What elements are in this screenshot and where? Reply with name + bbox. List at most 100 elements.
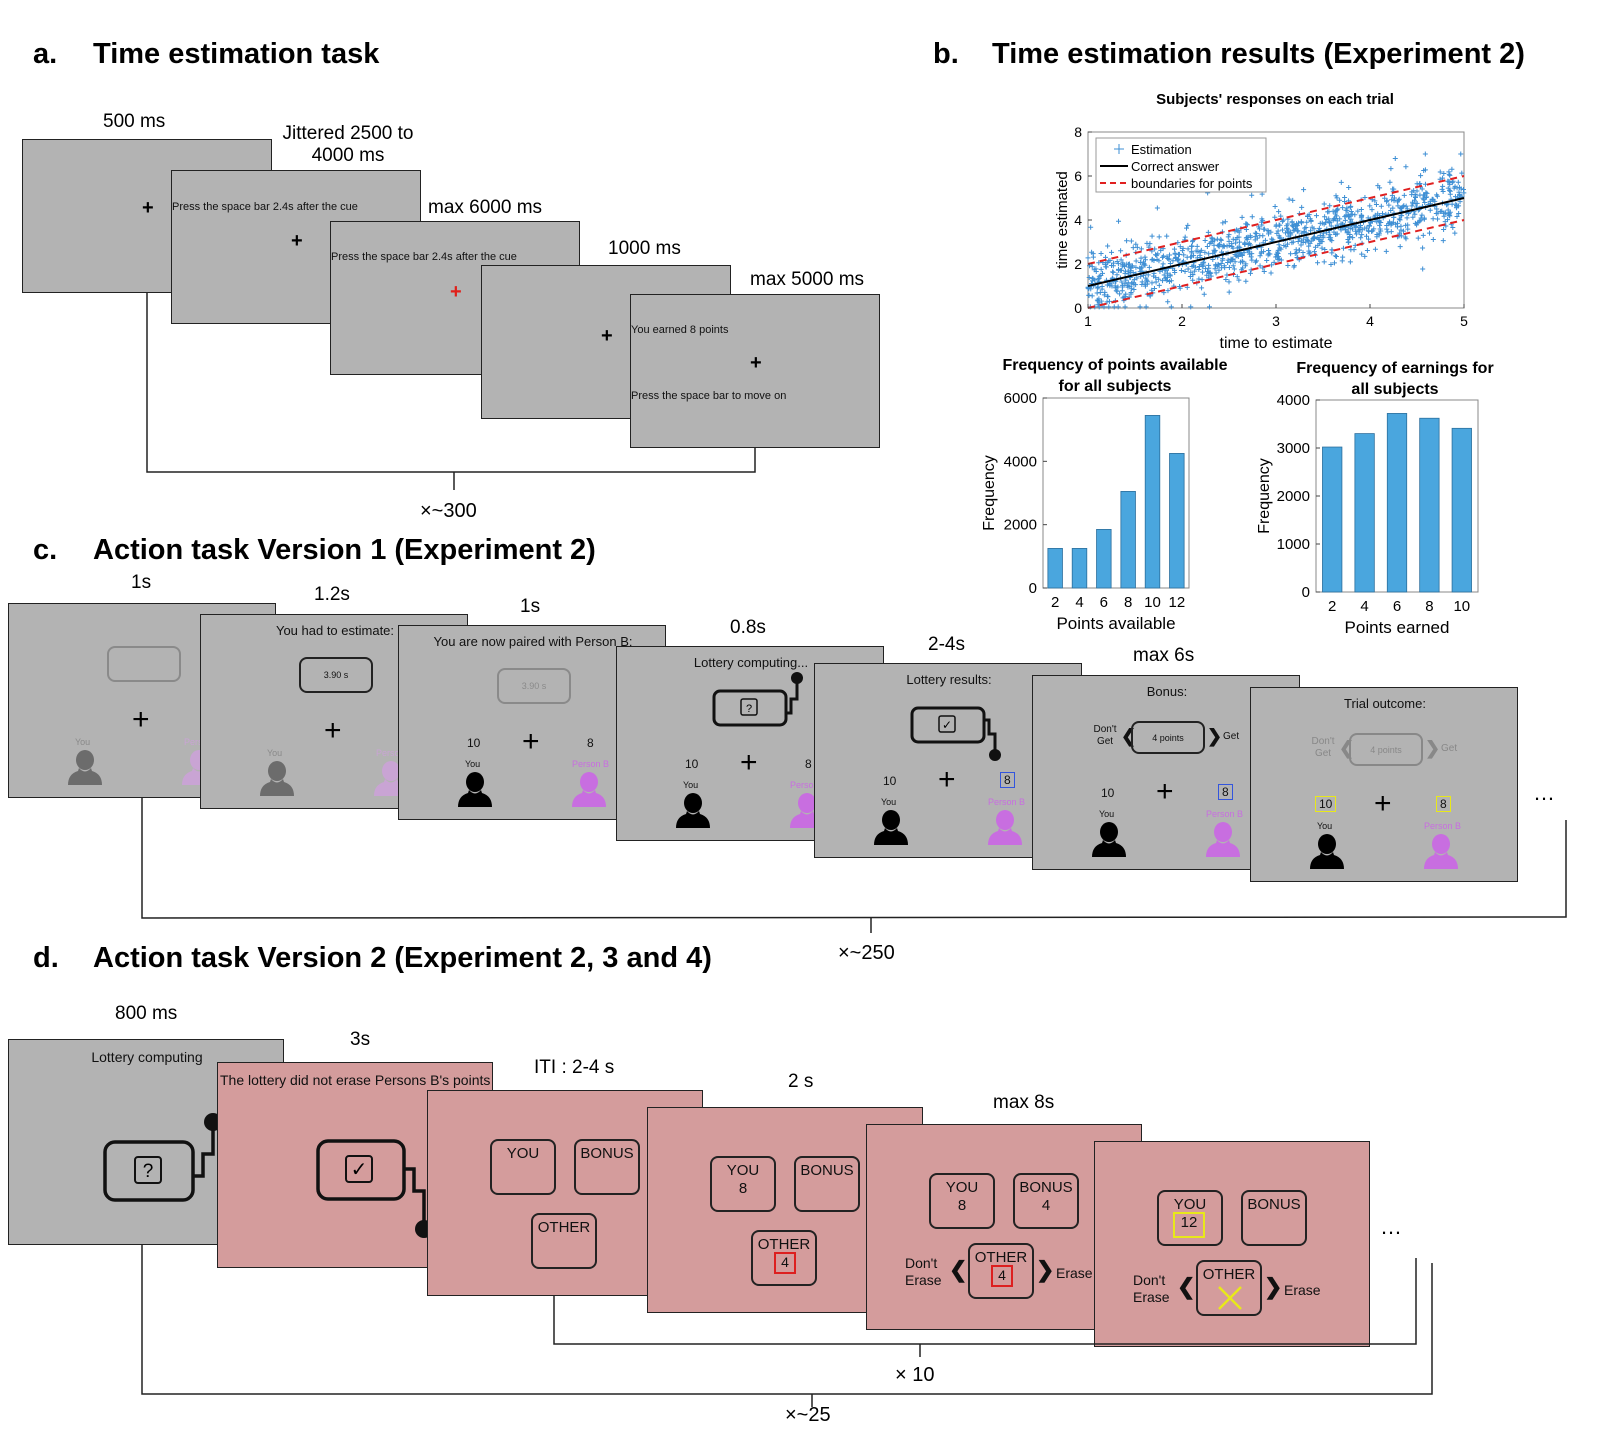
estimation-point <box>1358 235 1364 241</box>
you-label: You <box>267 748 283 758</box>
estimation-point <box>1344 230 1350 236</box>
bonus-points: 4 points <box>1370 745 1402 755</box>
estimation-point <box>1110 269 1116 275</box>
estimation-point <box>1215 243 1221 249</box>
estimation-point <box>1104 282 1110 288</box>
estimation-point <box>1201 291 1207 297</box>
estimation-point <box>1410 201 1416 207</box>
estimation-point <box>1316 236 1322 242</box>
estimation-point <box>1259 191 1265 197</box>
bar-10 <box>1451 427 1472 593</box>
estimation-point <box>1123 277 1129 283</box>
estimation-point <box>1185 246 1191 252</box>
estimation-point <box>1133 258 1139 264</box>
x-tick-label: 2 <box>1328 598 1336 615</box>
dont-get-label: Don't Get <box>1093 724 1117 747</box>
estimation-point <box>1142 281 1148 287</box>
estimation-point <box>1443 223 1449 229</box>
estimation-point <box>1243 278 1249 284</box>
estimation-point <box>1401 228 1407 234</box>
you-box: YOU 8 <box>929 1173 995 1229</box>
svg-text:?: ? <box>143 1161 154 1182</box>
estimation-point <box>1452 230 1458 236</box>
bonus-box: BONUS <box>1241 1190 1307 1246</box>
estimation-point <box>1440 238 1446 244</box>
estimation-point <box>1149 280 1155 286</box>
x-tick-label: 10 <box>1144 594 1161 611</box>
estimation-point <box>1356 227 1362 233</box>
other-value: 8 <box>587 736 594 750</box>
estimation-point <box>1401 203 1407 209</box>
estimation-point <box>1350 235 1356 241</box>
estimation-point <box>1330 208 1336 214</box>
scatter-chart: 1 2 3 4 5 0 2 4 6 8 time to estimate time estimated… <box>1054 124 1468 352</box>
estimation-point <box>1151 257 1157 263</box>
estimation-point <box>1309 224 1315 230</box>
estimation-point <box>1257 263 1263 269</box>
bar-plot-area <box>1042 397 1190 589</box>
estimation-point <box>1411 188 1417 194</box>
estimation-point <box>1129 286 1135 292</box>
estimation-point <box>1378 203 1384 209</box>
estimation-point <box>1179 248 1185 254</box>
estimation-point <box>1456 210 1462 216</box>
bonus-box: 4 points <box>1131 721 1205 754</box>
estimation-point <box>1223 277 1229 283</box>
bar-y-axis-label: Frequency <box>1256 458 1273 534</box>
estimation-point <box>1403 203 1409 209</box>
estimation-point <box>1362 225 1368 231</box>
estimation-point <box>1111 304 1117 310</box>
d-time-5: max 8s <box>993 1092 1055 1113</box>
estimation-point <box>1441 210 1447 216</box>
estimation-point <box>1284 225 1290 231</box>
estimation-point <box>1139 281 1145 287</box>
estimation-point <box>1216 267 1222 273</box>
estimation-point <box>1184 225 1190 231</box>
estimation-point <box>1415 235 1421 241</box>
estimation-point <box>1297 247 1303 253</box>
estimation-point <box>1321 201 1327 207</box>
estimation-point <box>1230 256 1236 262</box>
estimation-point <box>1370 228 1376 234</box>
bar-8 <box>1419 417 1440 593</box>
estimation-point <box>1119 279 1125 285</box>
estimation-point <box>1321 259 1327 265</box>
estimation-point <box>1273 223 1279 229</box>
estimation-point <box>1419 212 1425 218</box>
x-tick-label: 2 <box>1051 594 1059 611</box>
estimation-point <box>1311 249 1317 255</box>
estimation-point <box>1234 274 1240 280</box>
estimation-point <box>1332 216 1338 222</box>
c-ellipsis: … <box>1533 780 1557 805</box>
estimation-point <box>1449 180 1455 186</box>
bar-x-axis-label: Points earned <box>1345 618 1450 637</box>
estimation-point <box>1288 251 1294 257</box>
you-value: 8 <box>738 1180 748 1197</box>
estimation-point <box>1322 246 1328 252</box>
other-value-framed: 8 <box>1436 796 1451 812</box>
bar-10 <box>1144 415 1161 589</box>
other-value-framed: 8 <box>1000 772 1015 788</box>
fixation-cross: + <box>938 763 956 796</box>
estimation-point <box>1315 260 1321 266</box>
estimation-point <box>1324 216 1330 222</box>
estimation-point <box>1276 209 1282 215</box>
estimation-point <box>1146 264 1152 270</box>
estimation-point <box>1143 304 1149 310</box>
dont-erase-label: Don't Erase <box>1133 1272 1170 1305</box>
estimation-point <box>1138 255 1144 261</box>
estimation-point <box>1308 228 1314 234</box>
a-time-5: max 5000 ms <box>750 269 865 290</box>
estimation-point <box>1414 181 1420 187</box>
person-b-label: Person B <box>572 759 610 769</box>
estimation-point <box>1285 241 1291 247</box>
estimation-point <box>1196 276 1202 282</box>
c-time-4: 0.8s <box>730 617 766 638</box>
estimation-point <box>1389 193 1395 199</box>
estimation-point <box>1424 194 1430 200</box>
estimation-point <box>1304 219 1310 225</box>
d-outer-repeat-label: ×~25 <box>785 1404 831 1426</box>
estimation-point <box>1095 284 1101 290</box>
estimation-point <box>1329 250 1335 256</box>
estimation-point <box>1133 264 1139 270</box>
